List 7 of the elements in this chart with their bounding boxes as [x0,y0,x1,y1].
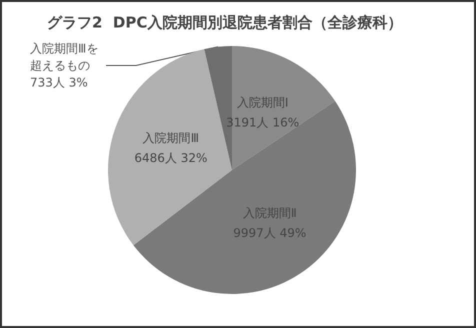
slice-label: 入院期間Ⅰ [236,96,288,110]
data-label: 3191人 16% [226,116,300,130]
slice-label: 入院期間Ⅲを超えるもの [30,42,98,72]
data-label: 6486人 32% [134,150,208,165]
slice-label: 入院期間Ⅲ [142,130,200,145]
chart-title: グラフ2 DPC入院期間別退院患者割合（全診療科） [47,14,402,32]
data-label: 733人 3% [30,76,88,90]
